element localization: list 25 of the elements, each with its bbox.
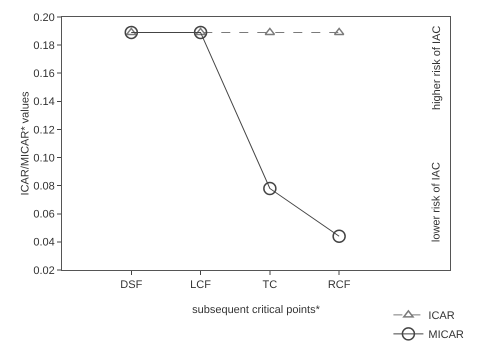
x-tick-label: TC (262, 279, 278, 292)
x-tick-label: RCF (328, 279, 351, 292)
point (263, 182, 277, 196)
y-tick-label: 0.10 (33, 152, 55, 164)
y-tick-label: 0.08 (33, 180, 55, 193)
y-tick-label: 0.16 (33, 68, 55, 80)
y-tick-label: 0.18 (33, 40, 55, 52)
y-tick-label: 0.04 (33, 236, 55, 249)
x-tick-label: LCF (190, 279, 212, 292)
y-tick-label: 0.20 (33, 12, 55, 24)
point (332, 230, 346, 244)
y-axis-title: ICAR/MICAR* values (19, 91, 32, 196)
y-tick-label: 0.06 (33, 208, 55, 221)
point (195, 28, 206, 36)
x-tick-label: DSF (120, 279, 143, 292)
y-tick-label: 0.02 (33, 264, 55, 277)
text: higher risk of IAC (430, 26, 443, 110)
legend-label: ICAR (428, 310, 455, 322)
point (124, 26, 138, 40)
legend-label: MICAR (428, 329, 464, 342)
y-tick-label: 0.14 (33, 96, 55, 108)
x-axis-title: subsequent critical points* (192, 304, 321, 316)
y-tick-label: 0.12 (33, 124, 55, 136)
text: lower risk of IAC (430, 162, 443, 242)
point (194, 26, 208, 40)
